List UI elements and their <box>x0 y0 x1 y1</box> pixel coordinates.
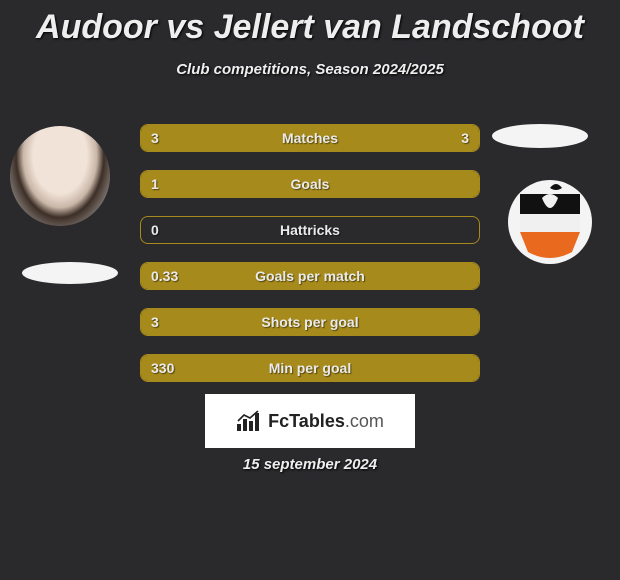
stat-label: Goals <box>141 171 479 197</box>
logo-domain: .com <box>345 411 384 431</box>
stat-label: Hattricks <box>141 217 479 243</box>
stat-row-goals-per-match: 0.33 Goals per match <box>140 262 480 290</box>
player-left-team-badge <box>22 262 118 284</box>
logo-brand: FcTables <box>268 411 345 431</box>
stat-row-shots-per-goal: 3 Shots per goal <box>140 308 480 336</box>
stats-container: 3 Matches 3 1 Goals 0 Hattricks 0.33 Goa… <box>140 124 480 400</box>
stat-label: Shots per goal <box>141 309 479 335</box>
stat-row-matches: 3 Matches 3 <box>140 124 480 152</box>
player-right-team-badge <box>492 124 588 148</box>
stat-right-value: 3 <box>461 125 469 151</box>
page-subtitle: Club competitions, Season 2024/2025 <box>0 61 620 78</box>
stat-label: Goals per match <box>141 263 479 289</box>
stat-label: Matches <box>141 125 479 151</box>
chart-icon <box>236 410 262 432</box>
stat-label: Min per goal <box>141 355 479 381</box>
logo-text: FcTables.com <box>268 411 384 432</box>
fctables-logo: FcTables.com <box>205 394 415 448</box>
footer-date: 15 september 2024 <box>0 456 620 473</box>
player-left-avatar <box>10 126 110 226</box>
page-title: Audoor vs Jellert van Landschoot <box>0 0 620 47</box>
stat-row-goals: 1 Goals <box>140 170 480 198</box>
player-right-club-crest <box>500 180 600 264</box>
stat-row-hattricks: 0 Hattricks <box>140 216 480 244</box>
stat-row-min-per-goal: 330 Min per goal <box>140 354 480 382</box>
